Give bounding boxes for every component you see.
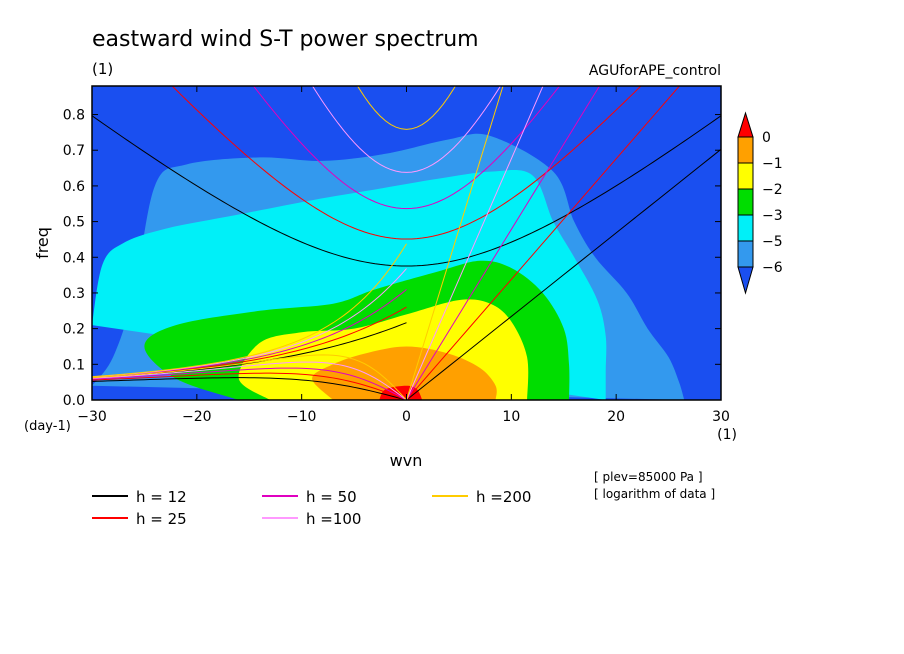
rossby-curve (92, 361, 407, 400)
rossby-curve (92, 372, 407, 400)
chart-subtitle-unit: (1) (92, 60, 113, 78)
dispersion-curves (92, 86, 721, 400)
info-line-log: [ logarithm of data ] (594, 487, 715, 501)
y-tick-label: 0.5 (63, 215, 85, 231)
legend: h = 12 h = 25 h = 50 h =100 h =200 (92, 488, 531, 528)
rossby-curve (92, 367, 407, 400)
legend-label: h =200 (476, 488, 531, 506)
rossby-curve (92, 354, 407, 400)
colorbar-label: 0 (762, 130, 771, 146)
x-tick-label: 10 (502, 409, 520, 425)
ig-curve (92, 115, 721, 267)
x-axis-unit: (1) (717, 427, 737, 443)
rossby-curve (92, 377, 407, 400)
y-tick-label: 0.8 (63, 108, 85, 124)
kelvin-curve (406, 86, 504, 400)
y-tick-label: 0.0 (63, 393, 85, 409)
colorbar-label: −5 (762, 234, 783, 250)
y-axis: 0.0 0.1 0.2 0.3 0.4 0.5 0.6 0.7 0.8 (63, 108, 721, 409)
contour-region-neg1 (312, 346, 497, 400)
y-axis-unit: (day-1) (24, 419, 71, 434)
kelvin-curve (406, 148, 721, 400)
colorbar-top-arrow (737, 111, 754, 138)
y-axis-label: freq (33, 227, 52, 259)
x-tick-label: 30 (712, 409, 730, 425)
colorbar-box (737, 162, 754, 190)
legend-label: h = 50 (306, 488, 357, 506)
kelvin-curve (406, 86, 601, 400)
heatmap-fill-layers (92, 86, 721, 400)
x-tick-label: 0 (402, 409, 411, 425)
mrg-curve (92, 243, 407, 378)
colorbar-label: −2 (762, 182, 783, 198)
legend-label: h = 25 (136, 510, 187, 528)
legend-label: h =100 (306, 510, 361, 528)
x-tick-label: 20 (607, 409, 625, 425)
colorbar-box (737, 214, 754, 242)
colorbar-box (737, 136, 754, 164)
legend-label: h = 12 (136, 488, 187, 506)
y-tick-label: 0.1 (63, 357, 85, 373)
ig-curve (171, 86, 642, 240)
x-axis: −30 −20 −10 0 10 20 30 (77, 86, 730, 425)
y-tick-label: 0.3 (63, 286, 85, 302)
ig-curve (357, 86, 456, 130)
y-tick-label: 0.6 (63, 179, 85, 195)
colorbar-label: −6 (762, 260, 783, 276)
x-tick-label: −20 (182, 409, 212, 425)
y-tick-label: 0.2 (63, 322, 85, 338)
colorbar-label: −3 (762, 208, 783, 224)
kelvin-curve (406, 86, 544, 400)
y-tick-label: 0.7 (63, 143, 85, 159)
ig-curve (252, 86, 561, 210)
x-tick-label: −10 (287, 409, 317, 425)
colorbar-box (737, 240, 754, 268)
x-axis-label: wvn (390, 451, 423, 470)
colorbar-bottom-arrow (737, 266, 754, 295)
run-label: AGUforAPE_control (589, 63, 721, 79)
colorbar-label: −1 (762, 156, 783, 172)
info-line-plev: [ plev=85000 Pa ] (594, 470, 703, 484)
colorbar-box (737, 188, 754, 216)
curve-group-h200 (92, 86, 504, 400)
x-tick-label: −30 (77, 409, 107, 425)
chart-title: eastward wind S-T power spectrum (92, 27, 479, 52)
colorbar: 0 −1 −2 −3 −5 −6 (737, 111, 783, 295)
ig-curve (311, 86, 502, 173)
kelvin-curve (406, 86, 681, 400)
y-tick-label: 0.4 (63, 250, 85, 266)
